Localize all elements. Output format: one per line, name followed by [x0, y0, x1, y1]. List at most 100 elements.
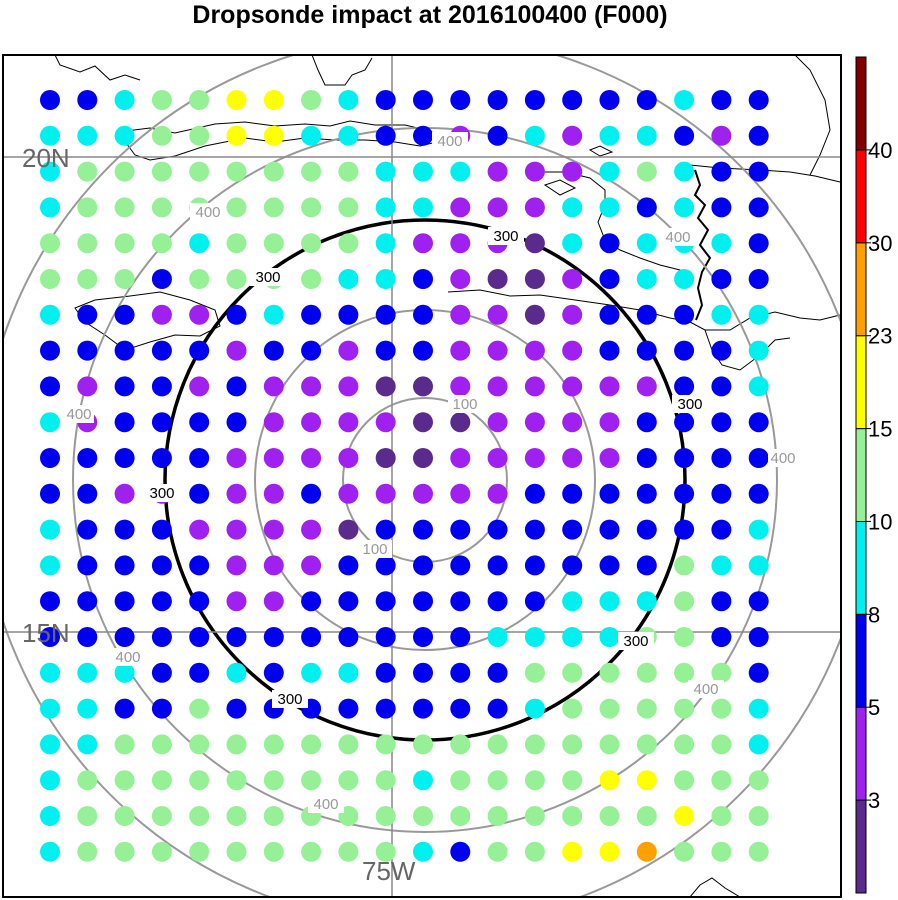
observation-dot: [338, 412, 359, 433]
observation-dot: [375, 376, 396, 397]
observation-dot: [599, 483, 620, 504]
observation-dot: [114, 734, 135, 755]
observation-dot: [114, 806, 135, 826]
observation-dot: [114, 555, 135, 576]
observation-dot: [263, 662, 284, 683]
svg-text:400: 400: [665, 229, 690, 246]
observation-dot: [711, 734, 732, 755]
observation-dot: [599, 591, 620, 612]
observation-dot: [375, 662, 396, 683]
observation-dot: [748, 376, 769, 397]
observation-dots: [40, 90, 769, 862]
colorbar-box: [855, 56, 867, 151]
observation-dot: [524, 125, 545, 146]
colorbar-tick-label: 30: [868, 231, 892, 256]
observation-dot: [263, 448, 284, 468]
contour-label-400-c: 400: [660, 228, 696, 246]
observation-dot: [487, 304, 508, 325]
svg-text:300: 300: [255, 269, 280, 286]
observation-dot: [226, 698, 247, 719]
observation-dot: [40, 698, 60, 719]
observation-dot: [748, 627, 769, 647]
observation-dot: [151, 841, 172, 862]
observation-dot: [599, 340, 620, 361]
observation-dot: [151, 519, 172, 540]
colorbar-box: [855, 242, 867, 337]
colorbar-box: [855, 706, 867, 801]
observation-dot: [226, 340, 247, 361]
observation-dot: [413, 627, 433, 647]
observation-dot: [301, 662, 322, 683]
observation-dot: [711, 770, 732, 791]
observation-dot: [487, 662, 508, 683]
observation-dot: [375, 483, 396, 504]
observation-dot: [151, 161, 172, 182]
observation-dot: [711, 304, 732, 325]
observation-dot: [77, 662, 98, 683]
observation-dot: [487, 125, 508, 146]
contour-label-100-a: 100: [448, 395, 482, 413]
observation-dot: [599, 698, 620, 719]
observation-dot: [599, 770, 620, 791]
observation-dot: [674, 448, 695, 468]
coastline-hispaniola-north: [540, 171, 693, 279]
observation-dot: [636, 519, 657, 540]
observation-dot: [375, 269, 396, 289]
observation-dot: [375, 197, 396, 218]
observation-dot: [301, 555, 322, 576]
observation-dot: [450, 806, 471, 826]
observation-dot: [674, 269, 695, 289]
observation-dot: [40, 483, 60, 504]
observation-dot: [77, 161, 98, 182]
observation-dot: [524, 197, 545, 218]
observation-dot: [524, 806, 545, 826]
observation-dot: [338, 662, 359, 683]
observation-dot: [636, 555, 657, 576]
map-title: Dropsonde impact at 2016100400 (F000): [192, 1, 668, 29]
observation-dot: [524, 340, 545, 361]
observation-dot: [226, 662, 247, 683]
observation-dot: [524, 161, 545, 182]
observation-dot: [711, 519, 732, 540]
observation-dot: [40, 555, 60, 576]
observation-dot: [599, 662, 620, 683]
observation-dot: [263, 376, 284, 397]
observation-dot: [562, 734, 583, 755]
observation-dot: [375, 125, 396, 146]
observation-dot: [599, 734, 620, 755]
observation-dot: [748, 698, 769, 719]
observation-dot: [450, 591, 471, 612]
observation-dot: [599, 90, 620, 110]
observation-dot: [189, 304, 210, 325]
colorbar-box: [855, 799, 867, 894]
observation-dot: [263, 161, 284, 182]
observation-dot: [524, 698, 545, 719]
contour-label-300-a: 300: [488, 227, 524, 245]
observation-dot: [151, 304, 172, 325]
observation-dot: [413, 770, 433, 791]
observation-dot: [151, 376, 172, 397]
observation-dot: [226, 448, 247, 468]
observation-dot: [263, 519, 284, 540]
observation-dot: [450, 519, 471, 540]
coastline-gonave: [543, 179, 577, 196]
observation-dot: [413, 448, 433, 468]
observation-dot: [450, 197, 471, 218]
observation-dot: [636, 340, 657, 361]
observation-dot: [263, 555, 284, 576]
observation-dot: [189, 161, 210, 182]
observation-dot: [636, 841, 657, 862]
colorbar-tick-label: 23: [868, 324, 892, 349]
observation-dot: [226, 734, 247, 755]
observation-dot: [711, 448, 732, 468]
observation-dot: [301, 161, 322, 182]
observation-dot: [748, 770, 769, 791]
observation-dot: [226, 770, 247, 791]
observation-dot: [450, 662, 471, 683]
observation-dot: [636, 161, 657, 182]
observation-dot: [562, 161, 583, 182]
contour-labels: 100 100 300 300 300 300: [64, 132, 798, 813]
observation-dot: [189, 555, 210, 576]
observation-dot: [226, 519, 247, 540]
observation-dot: [189, 90, 210, 110]
